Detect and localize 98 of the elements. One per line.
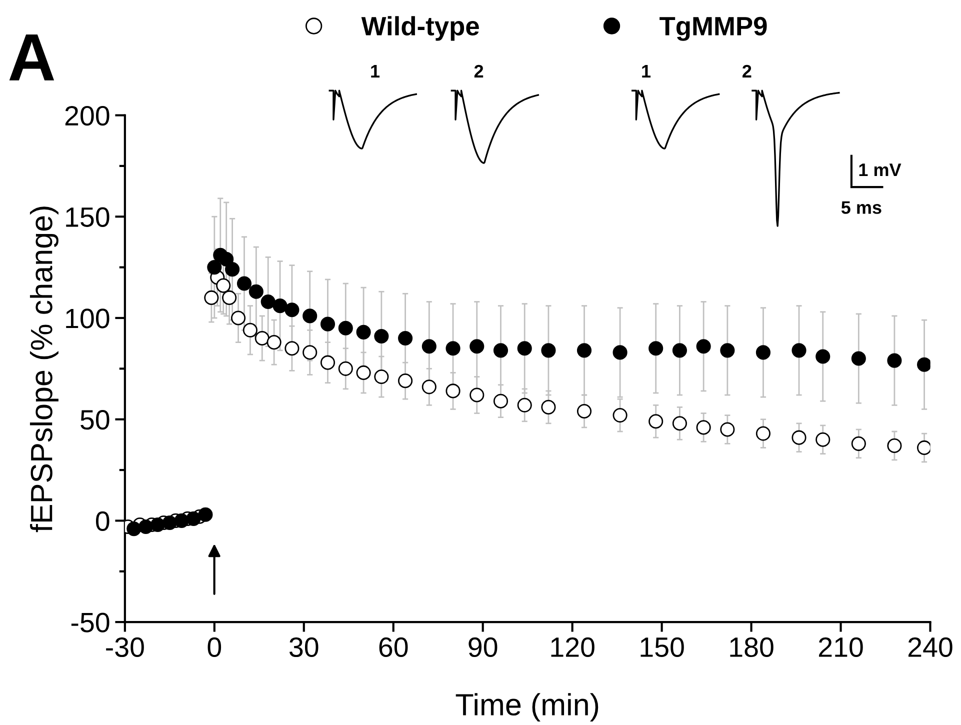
x-tick-label: 90 [468,637,498,658]
point [672,343,687,358]
point [851,436,866,451]
y-tick-label: 200 [65,106,110,126]
point [493,394,508,408]
x-tick-label: 120 [551,637,594,658]
point [446,384,460,398]
x-tick-label: 0 [208,637,222,658]
text: 1 [642,65,651,78]
point [260,294,276,310]
point [198,507,213,522]
point [792,430,806,445]
point [470,388,484,402]
point [174,513,189,528]
y-tick-label: 0 [96,511,110,532]
point [225,262,240,277]
point [756,426,771,441]
point [186,511,201,526]
point [612,345,628,360]
point [398,330,413,346]
point [517,398,532,412]
point [302,308,318,324]
text: 1 [371,65,380,78]
point [242,322,258,338]
point [792,343,806,358]
point [720,343,735,358]
point [470,339,484,354]
point [917,440,930,456]
point [356,365,371,380]
point [816,349,830,364]
x-tick-label: 60 [379,637,408,658]
point [720,422,735,437]
point [917,357,930,372]
annotation: 5 ms [841,201,882,214]
point [320,355,336,370]
text: A [9,34,54,80]
point [138,519,154,534]
y-tick-label: -50 [71,612,110,632]
point [284,341,300,356]
x-tick-label: 210 [818,637,863,658]
text: 2 [742,64,752,78]
point [756,345,771,360]
point [887,438,902,453]
point [150,517,166,532]
point [284,302,300,318]
point [576,404,592,419]
point [816,432,830,447]
point [222,290,237,305]
y-tick-label: 100 [66,308,110,328]
point [493,343,508,358]
point [219,252,234,266]
point [126,522,142,536]
point [576,343,592,358]
point [302,345,318,360]
point [272,298,288,314]
point [338,320,353,336]
point [236,276,252,291]
x-tick-label: 240 [908,637,952,658]
point [248,284,264,299]
point [541,400,556,414]
point [648,414,664,429]
point [356,324,371,340]
point [338,361,353,376]
legend-label: Wild-type [361,16,479,41]
point [320,316,336,332]
point [446,341,460,356]
point [887,353,902,368]
point [216,278,231,293]
x-axis-title: Time (min) [456,693,598,722]
annotation: 1 mV [859,164,902,176]
point [672,416,687,431]
point [204,290,219,305]
x-tick-label: -30 [106,637,144,658]
x-tick-label: 150 [640,637,684,658]
x-tick-label: 30 [290,637,318,658]
point [254,330,270,346]
point [374,328,389,344]
point [696,339,711,354]
legend-label: TgMMP9 [660,16,767,41]
point [696,420,711,435]
point [422,339,436,354]
point [612,408,628,423]
point [230,310,246,326]
point [851,351,866,366]
y-tick-label: 150 [66,207,110,227]
point [207,260,222,275]
point [162,515,177,530]
text: 2 [474,64,484,78]
point [541,343,556,358]
point [266,335,282,350]
y-axis-title: fEPSPslope (% change) [30,206,58,532]
point [648,341,664,356]
point [517,341,532,356]
point [422,380,436,394]
point [398,374,413,388]
x-tick-label: 180 [730,637,774,658]
point [374,369,389,384]
y-tick-label: 50 [80,410,110,430]
